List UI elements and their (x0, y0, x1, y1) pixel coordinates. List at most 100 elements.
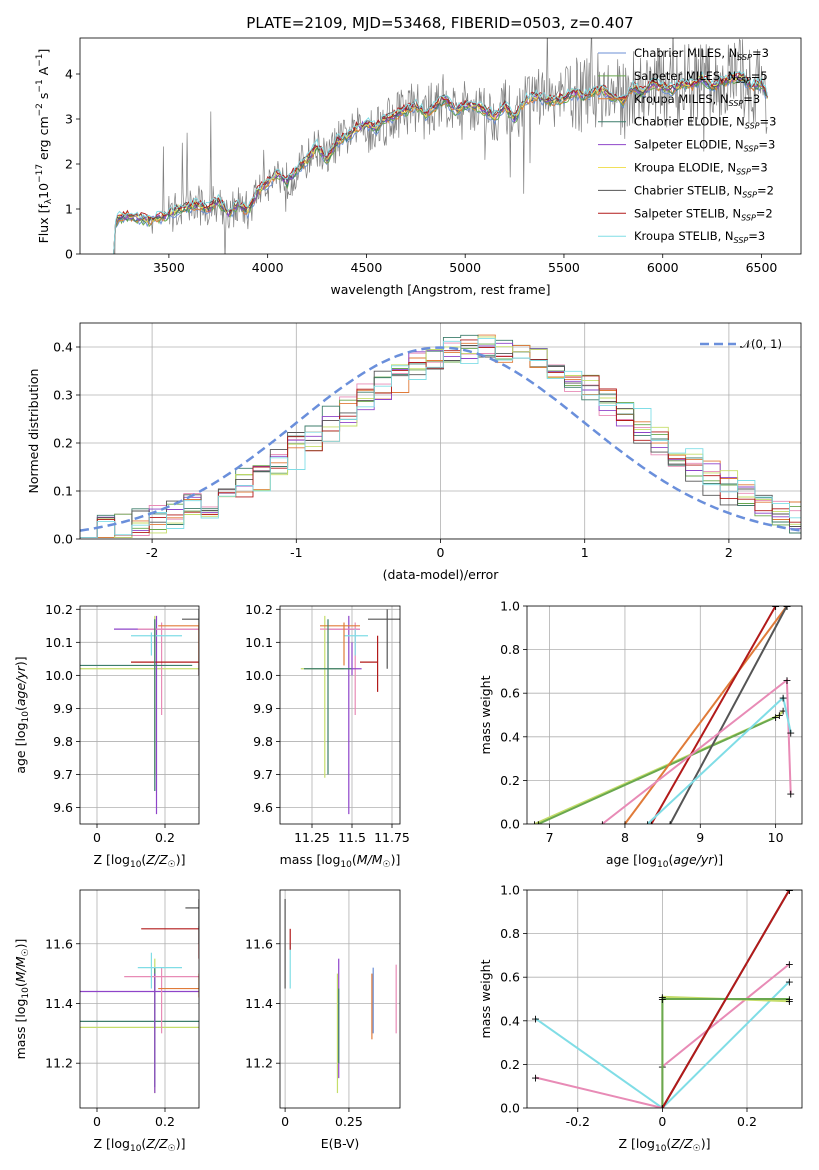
x-tick-label: 0 (437, 545, 445, 560)
y-tick-label: 10.2 (45, 602, 73, 617)
y-tick-label: 4 (65, 67, 73, 82)
plot-area (280, 890, 400, 1108)
x-axis-label: age [log10(age/yr)] (606, 852, 723, 870)
x-tick-label: 0 (93, 1114, 101, 1129)
y-tick-label: 0.4 (500, 1013, 520, 1028)
plot-area (80, 890, 199, 1108)
x-tick-label: 10 (768, 830, 784, 845)
x-tick-label: 6000 (647, 260, 679, 275)
weight-marker: + (785, 884, 794, 897)
y-tick-label: 0.2 (53, 436, 73, 451)
weight-marker: + (771, 600, 780, 613)
y-tick-label: 0.4 (53, 340, 73, 355)
plot-area (113, 38, 768, 254)
weight-marker: + (620, 818, 629, 831)
x-tick-label: 6500 (746, 260, 778, 275)
weight-marker: + (785, 958, 794, 971)
y-axis-label: mass weight (478, 959, 493, 1038)
y-tick-label: 0 (65, 247, 73, 262)
y-tick-label: 9.7 (53, 767, 73, 782)
panel-age-vs-Z: 0 0.2 9.6 9.7 9.8 9.9 10.0 10.1 10.2 Z [log10(Z/Z… (13, 602, 200, 870)
legend: Chabrier MILES, NSSP=3 Salpeter MILES, NS… (598, 46, 776, 245)
y-axis-label: age [log10(age/yr)] (13, 656, 31, 773)
legend: 𝒩(0, 1) (700, 337, 782, 351)
legend-label: Kroupa MILES, NSSP=3 (634, 92, 760, 108)
y-tick-label: 0.6 (500, 970, 520, 985)
weight-marker: + (785, 884, 794, 897)
histogram-kroupa-stelib (80, 338, 801, 539)
panel-massweight-vs-age: +++++++++++++++++7 8 9 10 0.0 0.2 0.4 0.6 0.8 1.0… (478, 599, 803, 870)
x-tick-label: 0.25 (335, 1114, 363, 1129)
panel-massweight-vs-Z: +++++++++ +++ +++++-0.2 0 0.20.00.20.40.60.8… (478, 883, 803, 1154)
y-tick-label: 1.0 (500, 599, 520, 614)
weight-marker: + (666, 818, 675, 831)
x-tick-label: 0.2 (737, 1114, 757, 1129)
x-tick-label: 4000 (252, 260, 284, 275)
y-axis-label: mass weight (478, 675, 493, 754)
y-axis-label: Normed distribution (26, 369, 41, 494)
x-tick-label: 4500 (351, 260, 383, 275)
weight-marker: + (531, 1071, 540, 1084)
y-tick-label: 10.2 (245, 602, 273, 617)
x-tick-label: 5500 (548, 260, 580, 275)
weight-marker: + (658, 993, 667, 1006)
weight-marker: + (534, 818, 543, 831)
weight-marker: + (782, 600, 791, 613)
histogram-salpeter-stelib (80, 339, 801, 539)
x-tick-label: 11.5 (338, 830, 366, 845)
weight-marker: + (658, 1102, 667, 1115)
axes-frame (79, 37, 802, 255)
x-tick-label: 11.75 (374, 830, 410, 845)
y-tick-label: 10.1 (245, 635, 273, 650)
axes-frame (526, 889, 803, 1109)
x-axis-label: mass [log10(M/M☉)] (280, 852, 401, 870)
weight-marker: + (775, 709, 784, 722)
weight-line (661, 890, 791, 1108)
panel-mass-vs-ebv: 0 0.25 11.2 11.4 11.6 E(B-V) (245, 889, 401, 1151)
y-tick-label: 0.4 (500, 729, 520, 744)
y-tick-label: 0.6 (500, 686, 520, 701)
y-tick-label: 11.6 (245, 936, 273, 951)
weight-marker: + (786, 726, 795, 739)
y-tick-label: 9.8 (253, 734, 273, 749)
weight-line (534, 709, 784, 824)
x-axis-label: E(B-V) (321, 1136, 360, 1151)
x-tick-label: -0.2 (566, 1114, 590, 1129)
x-axis-label: wavelength [Angstrom, rest frame] (330, 282, 550, 297)
y-tick-label: 9.6 (53, 800, 73, 815)
y-tick-label: 11.2 (245, 1056, 273, 1071)
y-tick-label: 0.0 (500, 1101, 520, 1116)
plot-area (80, 606, 199, 824)
x-tick-label: -1 (290, 545, 302, 560)
weight-line (646, 695, 792, 824)
y-tick-label: 9.9 (53, 701, 73, 716)
x-axis-label: Z [log10(Z/Z☉)] (94, 1136, 186, 1154)
axes-frame (279, 889, 401, 1109)
panel-mass-vs-Z: 0 0.2 11.2 11.4 11.6 Z [log10(Z/Z☉)] mass [log… (13, 889, 200, 1154)
model-line-kroupa-stelib (113, 70, 768, 254)
x-tick-label: 0.2 (155, 1114, 175, 1129)
weight-marker: + (530, 818, 539, 831)
weight-marker: + (658, 1102, 667, 1115)
y-axis-label: Flux [fλ10−17 erg cm−2 s−1 A−1] (35, 49, 54, 244)
gaussian-curve (80, 346, 801, 532)
plot-area: +++++++++++++++++ (527, 884, 802, 1115)
y-tick-label: 0.1 (53, 484, 73, 499)
plot-area (280, 606, 400, 824)
weight-line (661, 998, 790, 1108)
legend-label: Salpeter STELIB, NSSP=2 (634, 206, 773, 222)
x-tick-label: 0 (93, 830, 101, 845)
legend-label: Salpeter ELODIE, NSSP=3 (634, 138, 775, 154)
axes-frame (79, 605, 200, 825)
weight-marker: + (785, 995, 794, 1008)
x-tick-label: -2 (146, 545, 158, 560)
x-tick-label: 1 (581, 545, 589, 560)
axes-frame (79, 322, 802, 540)
y-tick-label: 0.3 (53, 388, 73, 403)
x-axis-label: Z [log10(Z/Z☉)] (619, 1136, 711, 1154)
y-tick-label: 1 (65, 202, 73, 217)
x-tick-label: 8 (621, 830, 629, 845)
y-tick-label: 10.1 (45, 635, 73, 650)
y-tick-label: 10.0 (245, 668, 273, 683)
